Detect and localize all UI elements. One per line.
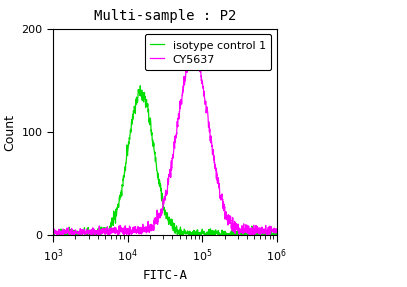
isotype control 1 xyxy=(178,228,183,231)
isotype control 1 xyxy=(138,84,143,88)
X-axis label: FITC-A: FITC-A xyxy=(142,269,187,282)
isotype control 1 xyxy=(50,232,55,235)
CY5637 xyxy=(145,221,150,224)
CY5637 xyxy=(150,225,155,229)
CY5637 xyxy=(190,48,195,51)
Title: Multi-sample : P2: Multi-sample : P2 xyxy=(94,9,236,23)
CY5637 xyxy=(68,231,73,234)
isotype control 1 xyxy=(77,233,82,237)
CY5637 xyxy=(50,231,55,234)
isotype control 1 xyxy=(83,234,88,237)
CY5637 xyxy=(178,107,183,110)
Line: isotype control 1: isotype control 1 xyxy=(53,86,277,235)
Line: CY5637: CY5637 xyxy=(53,49,277,235)
Y-axis label: Count: Count xyxy=(3,114,16,150)
CY5637 xyxy=(154,222,159,225)
isotype control 1 xyxy=(154,168,159,172)
CY5637 xyxy=(77,232,82,235)
CY5637 xyxy=(249,234,254,237)
isotype control 1 xyxy=(68,232,73,235)
isotype control 1 xyxy=(274,232,279,236)
CY5637 xyxy=(274,230,279,234)
isotype control 1 xyxy=(146,110,151,114)
Legend: isotype control 1, CY5637: isotype control 1, CY5637 xyxy=(145,34,271,70)
isotype control 1 xyxy=(150,141,155,144)
